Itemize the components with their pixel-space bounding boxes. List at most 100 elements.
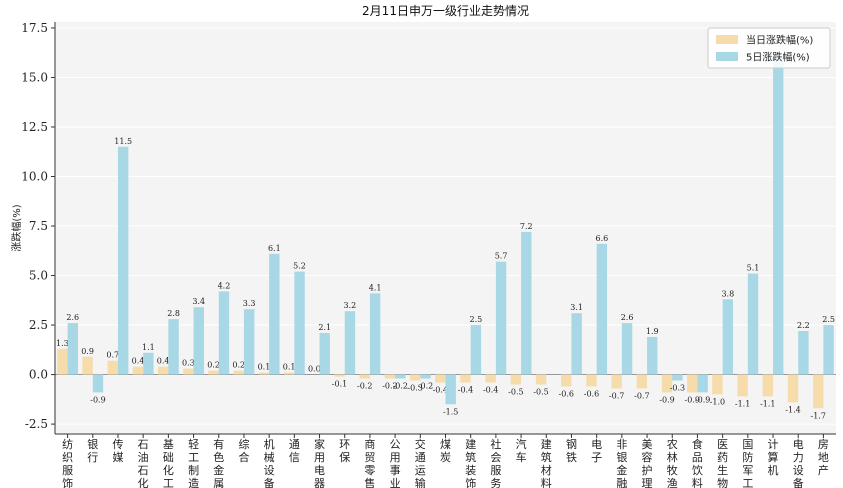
five-day-value-label: 2.2: [797, 321, 810, 330]
y-tick-label: 2.5: [29, 318, 48, 332]
five-day-bar: [67, 323, 78, 375]
category-label: 轻工制造: [188, 437, 199, 488]
five-day-value-label: -0.3: [670, 384, 685, 393]
daily-value-label: 0.9: [81, 347, 94, 356]
legend-label-daily: 当日涨跌幅(%): [746, 34, 813, 47]
five-day-value-label: -0.2: [418, 382, 433, 391]
daily-value-label: 0.4: [157, 357, 170, 366]
five-day-bar: [344, 311, 356, 375]
daily-bar: [334, 374, 345, 377]
category-label: 煤炭: [440, 438, 451, 464]
y-tick-label: -2.5: [25, 417, 48, 431]
five-day-value-label: 1.1: [142, 343, 155, 352]
daily-bar: [283, 372, 295, 375]
daily-bar: [359, 374, 370, 379]
daily-value-label: -0.4: [483, 386, 498, 395]
y-tick-label: 10.0: [21, 170, 48, 184]
five-day-bar: [168, 319, 179, 375]
five-day-value-label: 6.1: [268, 244, 281, 253]
category-label: 电子: [591, 438, 602, 464]
category-label: 建筑装饰: [465, 437, 476, 488]
daily-value-label: -0.6: [584, 389, 599, 398]
daily-bar: [183, 368, 194, 375]
five-day-value-label: 2.5: [470, 315, 483, 324]
five-day-value-label: 5.7: [495, 252, 508, 261]
daily-value-label: -1.1: [735, 399, 750, 408]
daily-value-label: 0.3: [182, 359, 195, 368]
category-label: 传媒: [112, 438, 123, 464]
daily-bar: [258, 372, 270, 375]
five-day-bar: [243, 309, 255, 375]
legend-box: [707, 27, 831, 69]
five-day-bar: [722, 299, 734, 375]
category-label: 有色金属: [213, 437, 224, 488]
five-day-bar: [445, 374, 456, 405]
daily-value-label: -0.9: [685, 395, 700, 404]
daily-bar: [82, 356, 93, 375]
five-day-bar: [798, 331, 809, 375]
y-tick-label: 5.0: [29, 269, 48, 283]
daily-value-label: -1.0: [710, 397, 725, 406]
five-day-bar: [773, 57, 784, 375]
daily-bar: [687, 374, 698, 393]
daily-bar: [132, 366, 144, 375]
daily-value-label: -1.4: [785, 405, 800, 414]
daily-bar: [611, 374, 622, 389]
daily-bar: [157, 366, 169, 375]
daily-bar: [561, 374, 572, 387]
five-day-bar: [823, 325, 834, 375]
y-tick-label: 15.0: [21, 70, 48, 84]
five-day-bar: [269, 253, 280, 375]
category-label: 机械设备: [264, 437, 275, 488]
category-label: 农林牧渔: [667, 437, 678, 488]
five-day-value-label: -0.9: [695, 395, 710, 404]
daily-value-label: -0.7: [634, 391, 649, 400]
five-day-bar: [420, 374, 431, 379]
daily-value-label: 0.4: [132, 357, 145, 366]
daily-bar: [485, 374, 496, 383]
daily-value-label: -0.2: [357, 382, 372, 391]
five-day-bar: [395, 374, 406, 379]
category-label: 医药生物: [717, 438, 728, 488]
daily-bar: [813, 374, 824, 409]
five-day-value-label: 2.6: [621, 313, 634, 322]
daily-value-label: -0.6: [559, 389, 574, 398]
category-label: 建筑材料: [541, 437, 552, 488]
legend-swatch-daily: [716, 35, 738, 44]
five-day-bar: [117, 146, 129, 375]
category-label: 电力设备: [793, 438, 804, 488]
five-day-bar: [495, 261, 507, 375]
category-label: 非银金融: [616, 438, 627, 488]
chart-title: 2月11日申万一级行业走势情况: [362, 4, 529, 18]
five-day-value-label: 2.5: [822, 315, 835, 324]
category-label: 钢铁: [566, 438, 577, 464]
category-label: 商贸零售: [364, 437, 375, 488]
five-day-value-label: 11.5: [114, 137, 132, 146]
category-label: 石油石化: [138, 438, 149, 488]
five-day-bar: [621, 323, 633, 375]
five-day-value-label: -0.9: [90, 395, 105, 404]
five-day-bar: [92, 374, 104, 393]
category-label: 交通运输: [415, 437, 426, 488]
five-day-bar: [647, 336, 658, 375]
five-day-bar: [747, 273, 759, 375]
five-day-bar: [369, 293, 381, 375]
category-label: 纺织服饰: [62, 437, 73, 488]
category-label: 房地产: [818, 438, 829, 477]
category-label: 通信: [289, 438, 300, 464]
five-day-bar: [672, 374, 683, 381]
five-day-bar: [470, 325, 482, 375]
y-tick-label: 7.5: [29, 219, 48, 233]
daily-bar: [661, 374, 673, 393]
five-day-bar: [697, 374, 708, 393]
daily-value-label: 0.0: [308, 365, 321, 374]
five-day-value-label: 5.1: [747, 264, 760, 273]
daily-value-label: -0.2: [382, 382, 397, 391]
daily-bar: [384, 374, 396, 379]
category-label: 食品饮料: [692, 437, 703, 488]
five-day-bar: [319, 332, 330, 375]
y-tick-label: 0.0: [29, 368, 48, 382]
daily-bar: [737, 374, 748, 397]
